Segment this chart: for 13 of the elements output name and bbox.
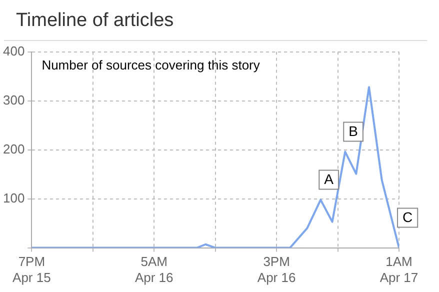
annotation: A: [324, 171, 334, 188]
y-tick-label: 100: [2, 190, 25, 206]
chart-title: Timeline of articles: [4, 0, 427, 41]
annotation: B: [348, 123, 358, 140]
annotation: C: [402, 209, 413, 226]
x-tick-label: 3PM Apr 16: [257, 254, 296, 285]
x-tick-label: 5AM Apr 16: [134, 254, 174, 285]
annotation: Number of sources covering this story: [42, 57, 260, 72]
y-tick-label: 200: [2, 141, 25, 156]
y-tick-label: 300: [2, 92, 25, 108]
x-tick-label: 7PM Apr 15: [12, 254, 51, 285]
x-tick-label: 1AM Apr 17: [380, 254, 418, 285]
y-tick-label: 400: [2, 43, 25, 58]
